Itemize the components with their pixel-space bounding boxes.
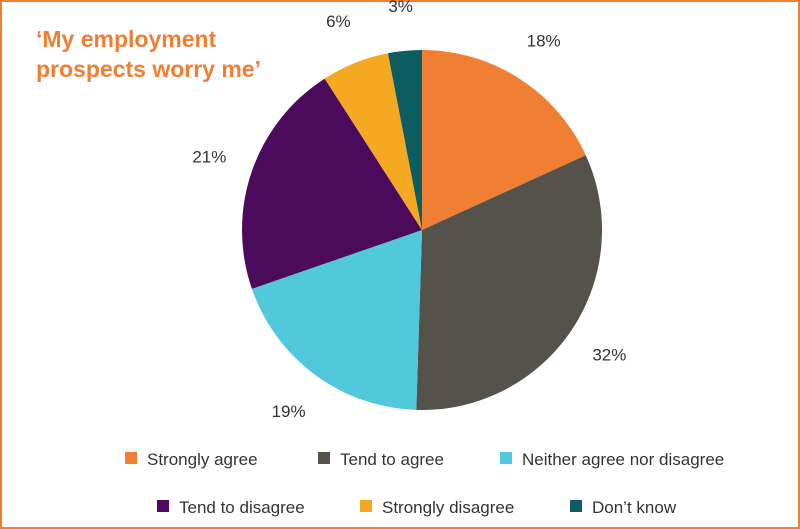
legend-swatch (157, 500, 169, 512)
legend-label: Tend to agree (340, 450, 444, 469)
pie-percent-labels: 18% 32% 19% 21% 6% 3% (192, 0, 626, 421)
legend-swatch (318, 452, 330, 464)
pie-slices (242, 50, 603, 410)
pie-slice-tend-to-disagree (242, 78, 422, 289)
pie-slice-strongly-disagree (324, 53, 422, 230)
pie-percent-label: 6% (326, 12, 351, 31)
legend-label: Neither agree nor disagree (522, 450, 724, 469)
legend: Strongly agree Tend to agree Neither agree… (125, 450, 724, 517)
pie-slice-neither-agree-nor-disagree (251, 230, 422, 410)
legend-swatch (500, 452, 512, 464)
legend-swatch (125, 452, 137, 464)
pie-percent-label: 21% (192, 147, 226, 166)
legend-label: Strongly disagree (382, 498, 514, 517)
pie-percent-label: 19% (272, 402, 306, 421)
pie-percent-label: 18% (527, 32, 561, 51)
legend-swatch (360, 500, 372, 512)
pie-slice-don-t-know (387, 50, 422, 230)
legend-label: Strongly agree (147, 450, 258, 469)
chart-title: ‘My employment prospects worry me’ (36, 26, 261, 82)
pie-slice-strongly-agree (422, 50, 586, 230)
pie-slice-tend-to-agree (416, 155, 603, 410)
legend-swatch (570, 500, 582, 512)
pie-percent-label: 3% (388, 0, 413, 16)
pie-percent-label: 32% (592, 346, 626, 365)
legend-label: Tend to disagree (179, 498, 305, 517)
legend-label: Don’t know (592, 498, 677, 517)
